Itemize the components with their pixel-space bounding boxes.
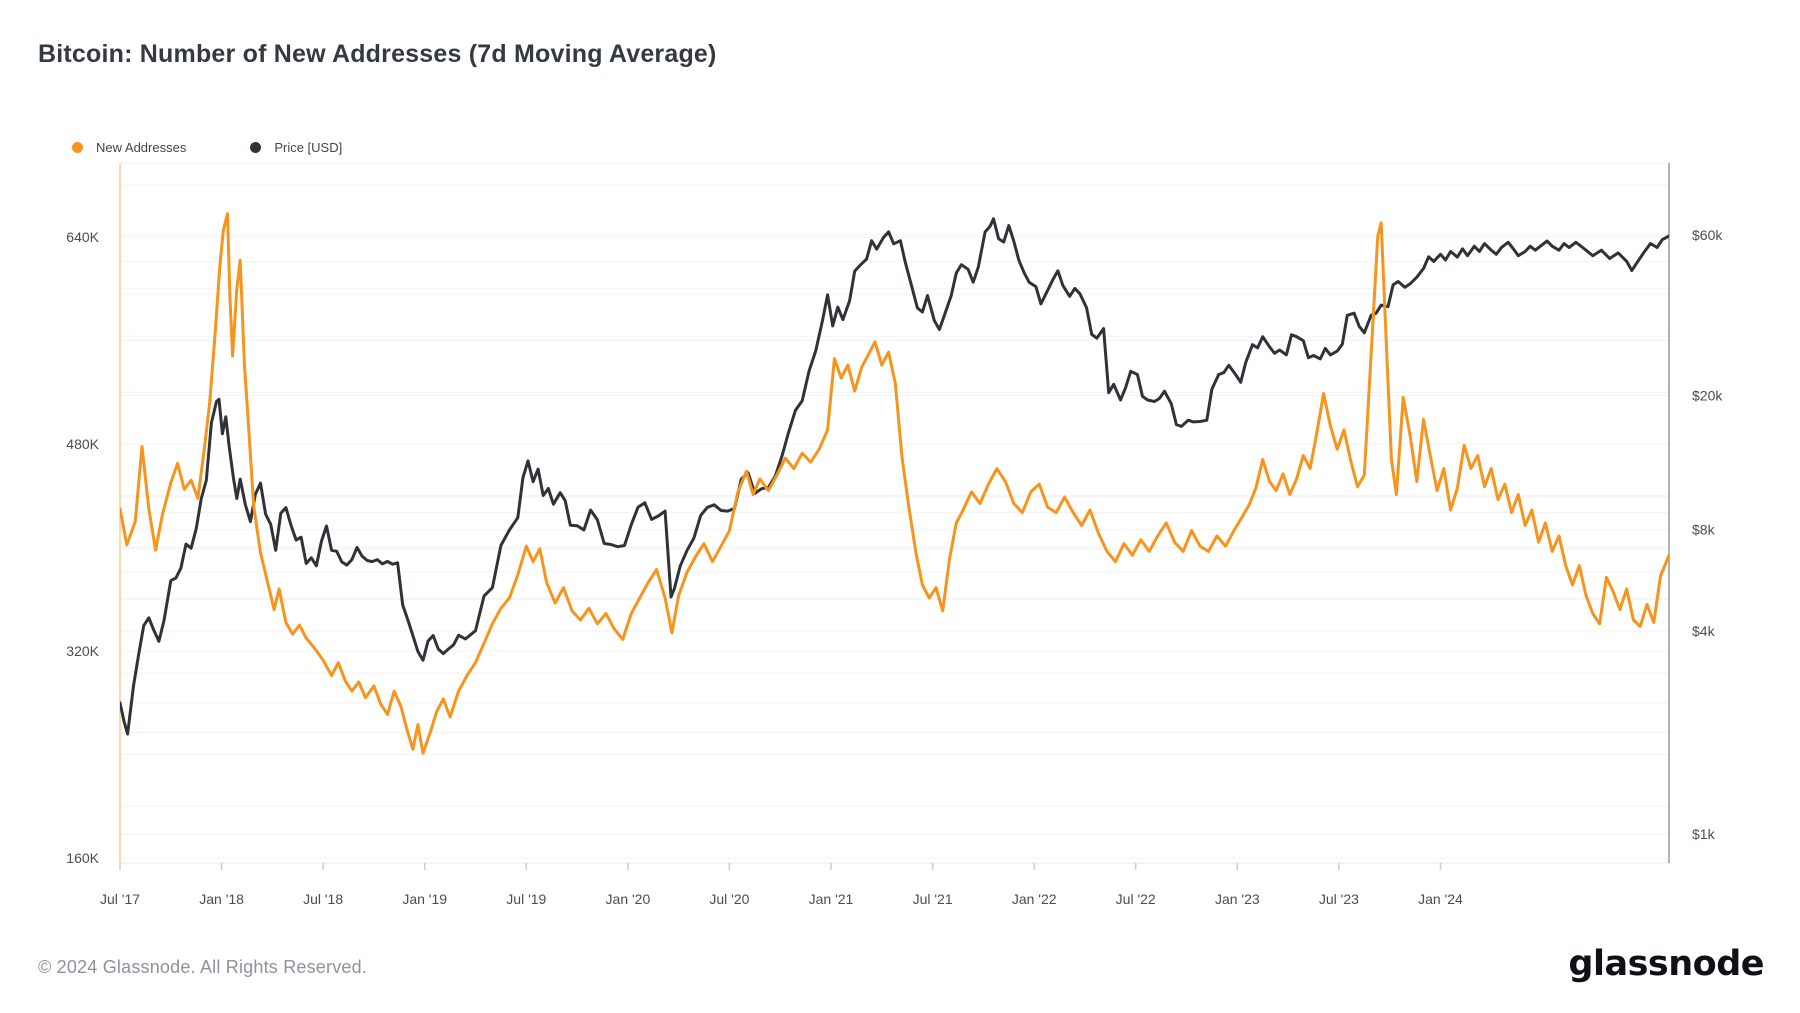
- x-axis-label: Jan '20: [606, 891, 651, 907]
- legend: New Addresses Price [USD]: [72, 140, 342, 155]
- x-axis-label: Jan '18: [199, 891, 244, 907]
- right-axis-label: $20k: [1692, 388, 1723, 404]
- left-axis-label: 480K: [66, 436, 99, 452]
- x-axis-label: Jul '23: [1319, 891, 1359, 907]
- x-axis-label: Jan '19: [402, 891, 447, 907]
- legend-item-price[interactable]: Price [USD]: [250, 140, 342, 155]
- x-axis-label: Jan '21: [809, 891, 854, 907]
- plot-area[interactable]: [120, 163, 1669, 863]
- left-axis-label: 320K: [66, 643, 99, 659]
- legend-item-new-addresses[interactable]: New Addresses: [72, 140, 186, 155]
- x-axis-label: Jan '22: [1012, 891, 1057, 907]
- x-axis-label: Jul '17: [100, 891, 140, 907]
- x-axis-label: Jan '23: [1215, 891, 1260, 907]
- right-axis-label: $4k: [1692, 623, 1716, 639]
- legend-label-price: Price [USD]: [274, 140, 343, 155]
- x-axis-label: Jul '20: [709, 891, 749, 907]
- x-axis-label: Jul '18: [303, 891, 343, 907]
- legend-dot-price-icon: [250, 142, 262, 153]
- right-axis-label: $8k: [1692, 522, 1716, 538]
- left-axis-label: 640K: [66, 229, 99, 245]
- new-addresses-line: [120, 212, 1669, 755]
- right-axis-label: $60k: [1692, 227, 1723, 243]
- x-axis-label: Jul '19: [506, 891, 546, 907]
- right-axis-label: $1k: [1692, 826, 1716, 842]
- x-axis-label: Jul '21: [913, 891, 953, 907]
- x-axis-label: Jul '22: [1116, 891, 1156, 907]
- x-axis-label: Jan '24: [1418, 891, 1463, 907]
- price-usd-line: [120, 217, 1669, 736]
- left-axis-label: 160K: [66, 850, 99, 866]
- legend-label-new-addresses: New Addresses: [96, 140, 187, 155]
- page-title: Bitcoin: Number of New Addresses (7d Mov…: [38, 40, 717, 68]
- glassnode-logo[interactable]: glassnode: [1568, 944, 1764, 984]
- copyright-text: © 2024 Glassnode. All Rights Reserved.: [38, 957, 368, 977]
- legend-dot-new-addresses-icon: [72, 142, 83, 153]
